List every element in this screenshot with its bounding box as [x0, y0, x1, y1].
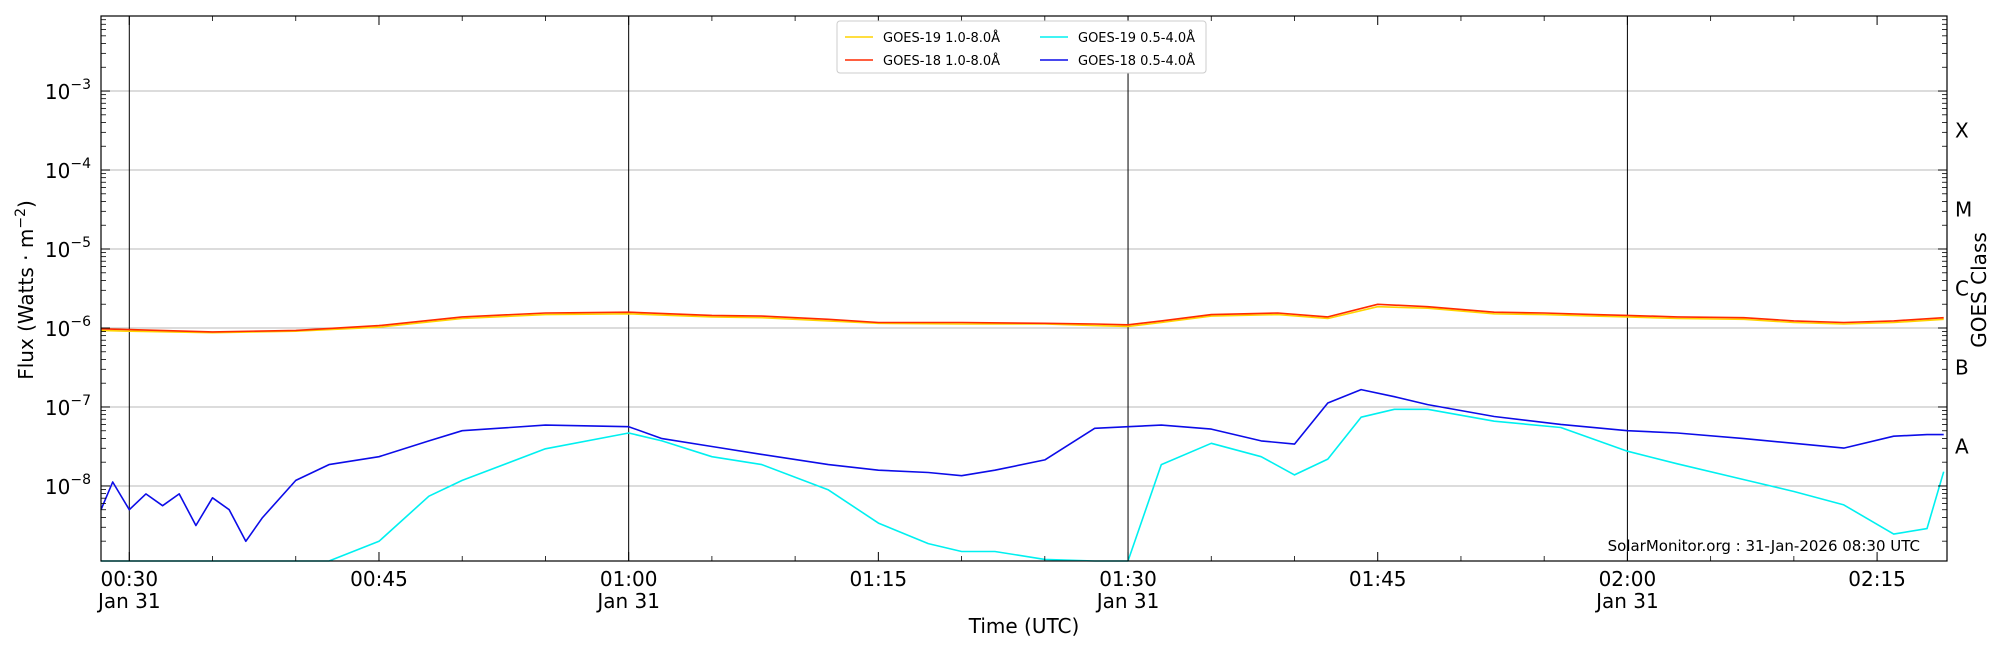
x-tick-time-label: 02:15 [1848, 567, 1906, 591]
y-tick-label: 10−7 [45, 393, 91, 420]
series-lines [100, 303, 1945, 562]
y-tick-label-exponent: −7 [70, 393, 91, 409]
x-tick-date-label: Jan 31 [1594, 589, 1659, 613]
y-tick-label: 10−6 [45, 314, 91, 341]
y-tick-label-base: 10 [45, 396, 70, 420]
goes-class-label: C [1955, 277, 1969, 301]
x-tick-time-label: 01:15 [850, 567, 908, 591]
x-tick-date-label: Jan 31 [96, 589, 161, 613]
x-tick-time-label: 00:45 [350, 567, 408, 591]
goes-class-label: M [1955, 198, 1972, 222]
x-tick-time-label: 02:00 [1599, 567, 1657, 591]
y-tick-label-base: 10 [45, 317, 70, 341]
plot-area-frame [100, 15, 1948, 562]
x-axis-title: Time (UTC) [968, 614, 1080, 638]
series-line-goes19-long [100, 305, 1944, 334]
series-line-goes18-long [100, 303, 1944, 333]
y-tick-label-base: 10 [45, 475, 70, 499]
x-tick-date-label: Jan 31 [1095, 589, 1160, 613]
y-axis-title: Flux (Watts · m−2) [13, 200, 38, 380]
series-line-goes18-short [100, 388, 1944, 543]
x-tick-time-label: 01:45 [1349, 567, 1407, 591]
goes-class-label: X [1955, 119, 1969, 143]
x-tick-date-label: Jan 31 [595, 589, 660, 613]
legend-label-goes18-short: GOES-18 0.5-4.0Å [1078, 53, 1195, 69]
y-tick-label-base: 10 [45, 80, 70, 104]
y-tick-label-exponent: −8 [70, 472, 91, 488]
goes-class-label: A [1955, 434, 1969, 458]
legend-box [836, 20, 1207, 74]
legend-label-goes19-short: GOES-19 0.5-4.0Å [1078, 30, 1195, 46]
goes-class-label: B [1955, 355, 1969, 379]
y-tick-label: 10−8 [45, 472, 91, 499]
y-tick-label-base: 10 [45, 238, 70, 262]
legend: GOES-19 1.0-8.0Å GOES-18 1.0-8.0Å GOES-1… [836, 20, 1207, 74]
y-tick-label: 10−3 [45, 77, 91, 104]
y-tick-label-exponent: −6 [70, 314, 91, 330]
goes-class-axis-title: GOES Class [1967, 232, 1991, 348]
y-tick-label-exponent: −3 [70, 77, 91, 93]
legend-label-goes19-long: GOES-19 1.0-8.0Å [883, 30, 1000, 46]
y-tick-label-exponent: −4 [70, 156, 91, 172]
legend-label-goes18-long: GOES-18 1.0-8.0Å [883, 53, 1000, 69]
credit-text: SolarMonitor.org : 31-Jan-2026 08:30 UTC [1608, 537, 1920, 555]
y-tick-label-base: 10 [45, 159, 70, 183]
y-tick-label: 10−4 [45, 156, 91, 183]
y-tick-label: 10−5 [45, 235, 91, 262]
x-tick-time-label: 01:30 [1099, 567, 1157, 591]
gridlines [101, 16, 1947, 561]
x-tick-time-label: 01:00 [600, 567, 658, 591]
y-tick-label-exponent: −5 [70, 235, 91, 251]
x-tick-time-label: 00:30 [100, 567, 158, 591]
